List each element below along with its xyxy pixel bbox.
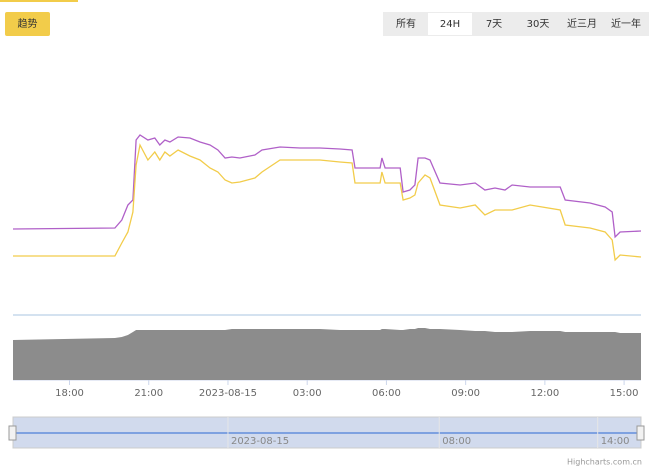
x-tick-label: 18:00 — [55, 388, 84, 399]
x-tick-label: 03:00 — [293, 388, 322, 399]
x-tick-label: 21:00 — [134, 388, 163, 399]
range-button[interactable]: 近一年 — [611, 17, 641, 30]
range-button[interactable]: 24H — [440, 19, 460, 30]
navigator-tick-label: 14:00 — [601, 436, 630, 447]
trend-button[interactable]: 趋势 — [5, 12, 50, 36]
range-button-selected[interactable] — [428, 13, 472, 35]
trend-button-label[interactable]: 趋势 — [18, 17, 38, 30]
top-accent — [0, 0, 78, 2]
range-button[interactable]: 7天 — [486, 19, 502, 30]
range-button[interactable]: 近三月 — [567, 17, 597, 30]
range-selector — [383, 12, 649, 36]
price-line — [13, 143, 642, 262]
x-tick-label: 2023-08-15 — [199, 388, 257, 399]
navigator-handle-left[interactable] — [8, 425, 17, 441]
x-tick-label: 15:00 — [610, 388, 639, 399]
trend-button-bg[interactable] — [5, 12, 50, 36]
credits[interactable]: Highcharts.com.cn — [567, 458, 642, 467]
price-line — [12, 134, 642, 239]
range-button[interactable]: 所有 — [396, 17, 416, 30]
x-tick-label: 06:00 — [372, 388, 401, 399]
navigator-tick-label: 2023-08-15 — [231, 436, 289, 447]
range-button[interactable]: 30天 — [527, 19, 550, 30]
navigator-handle-right[interactable] — [636, 425, 645, 441]
volume-area — [13, 328, 641, 380]
navigator-tick-label: 08:00 — [442, 436, 471, 447]
x-tick-label: 09:00 — [451, 388, 480, 399]
x-tick-label: 12:00 — [530, 388, 559, 399]
